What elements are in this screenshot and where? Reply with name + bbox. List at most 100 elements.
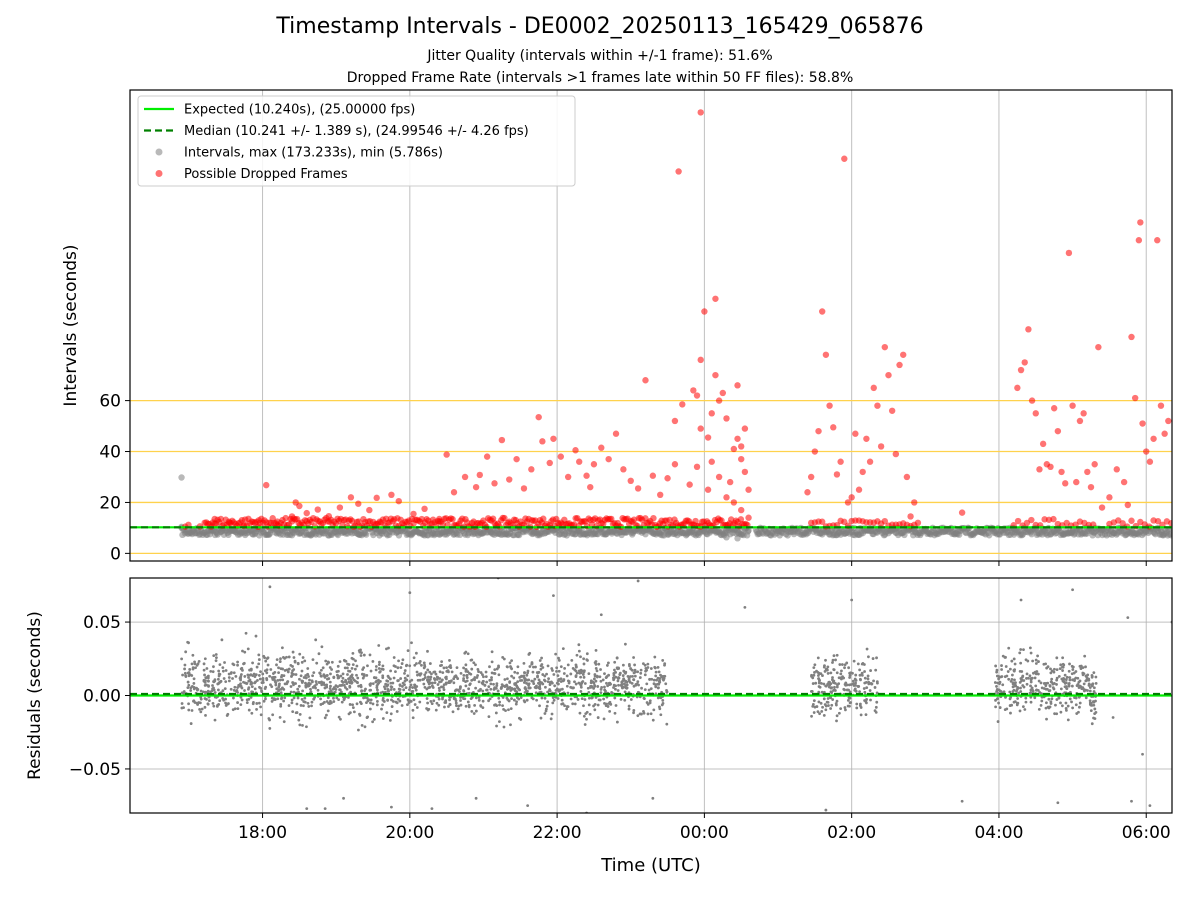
- residual-point: [335, 670, 339, 674]
- residual-point: [450, 679, 453, 683]
- residual-point: [410, 690, 414, 693]
- dropped-frame-point: [697, 109, 704, 116]
- dropped-frame-point: [1135, 237, 1143, 244]
- residual-point: [1010, 703, 1014, 707]
- residual-point: [387, 689, 391, 693]
- residual-point: [300, 679, 304, 683]
- residual-point: [306, 684, 310, 688]
- top-ytick-label: 60: [99, 392, 121, 412]
- residual-point: [813, 671, 816, 674]
- residual-point: [348, 685, 352, 689]
- residual-point: [414, 651, 418, 655]
- residual-point: [192, 677, 196, 681]
- residual-point: [995, 670, 999, 674]
- residual-point: [1088, 686, 1092, 689]
- residual-point: [287, 667, 291, 671]
- residual-point: [826, 697, 830, 700]
- residual-point: [374, 668, 378, 672]
- residual-point: [359, 685, 363, 689]
- residual-point: [329, 684, 332, 688]
- residual-point: [360, 672, 364, 676]
- residual-point: [1071, 706, 1075, 710]
- residual-point: [1029, 651, 1033, 655]
- residual-point: [321, 666, 325, 670]
- residual-point: [326, 709, 330, 713]
- residual-point: [371, 702, 375, 706]
- residual-point: [193, 660, 196, 664]
- residual-point: [291, 650, 295, 654]
- residual-point: [206, 679, 210, 683]
- dropped-frame-point: [483, 453, 491, 460]
- residual-point: [494, 711, 498, 715]
- residual-point: [582, 714, 586, 718]
- residual-point: [316, 688, 320, 692]
- residual-point: [583, 723, 587, 726]
- dropped-frame-point: [513, 455, 520, 463]
- residual-point: [593, 684, 597, 688]
- residual-point: [454, 688, 458, 692]
- residual-point: [552, 673, 556, 676]
- dropped-frame-point: [1146, 458, 1154, 465]
- residual-point: [366, 664, 369, 668]
- dropped-frame-point: [1039, 440, 1047, 448]
- dropped-frame-point: [1080, 410, 1087, 417]
- residual-point: [578, 711, 582, 715]
- residual-point: [255, 707, 258, 711]
- residual-point: [960, 799, 964, 803]
- residual-point: [1048, 684, 1052, 687]
- residual-point: [1010, 677, 1014, 681]
- residual-point: [502, 725, 506, 729]
- dropped-frame-point: [296, 502, 303, 510]
- residual-point: [189, 689, 193, 692]
- residual-point: [562, 678, 566, 681]
- residual-point: [290, 701, 294, 705]
- residual-point: [490, 676, 493, 679]
- residual-point: [333, 690, 337, 694]
- residual-point: [218, 699, 222, 703]
- residual-point: [498, 703, 501, 707]
- residual-point: [325, 713, 328, 717]
- residual-point: [300, 660, 304, 664]
- residual-point: [1078, 701, 1082, 705]
- residual-point: [644, 666, 648, 670]
- residual-point: [1021, 674, 1025, 678]
- residual-point: [1012, 657, 1016, 661]
- residual-point: [1092, 686, 1096, 690]
- dropped-frame-point: [734, 435, 741, 442]
- chart-title: Timestamp Intervals - DE0002_20250113_16…: [276, 14, 924, 39]
- dropped-frame-point: [657, 491, 664, 499]
- dropped-frame-point: [620, 466, 627, 473]
- residual-point: [401, 681, 405, 685]
- residual-point: [567, 680, 571, 683]
- residual-point: [396, 666, 400, 670]
- residual-point: [574, 663, 578, 667]
- dropped-frame-point: [745, 486, 752, 493]
- residual-point: [1064, 678, 1068, 681]
- dropped-frame-point: [1014, 517, 1022, 525]
- residual-point: [221, 689, 225, 693]
- residual-point: [835, 685, 839, 689]
- residual-point: [1053, 712, 1056, 716]
- dropped-frame-point: [723, 494, 730, 501]
- residual-point: [1006, 670, 1010, 673]
- residual-point: [858, 668, 862, 672]
- residual-point: [474, 686, 478, 690]
- residual-point: [824, 658, 827, 662]
- residual-point: [187, 708, 191, 712]
- chart-legend: Expected (10.240s), (25.00000 fps)Median…: [137, 95, 576, 187]
- residual-point: [583, 682, 587, 685]
- residual-point: [654, 685, 658, 689]
- residual-point: [430, 702, 434, 706]
- residual-point: [296, 661, 300, 665]
- residual-point: [323, 807, 327, 810]
- residual-point: [423, 663, 426, 667]
- dropped-frame-point: [520, 485, 528, 492]
- residual-point: [858, 702, 862, 706]
- residual-point: [332, 700, 336, 703]
- residual-point: [846, 704, 850, 708]
- residual-point: [351, 651, 355, 655]
- residual-point: [489, 687, 493, 691]
- residual-point: [1067, 669, 1071, 673]
- residual-point: [632, 711, 635, 715]
- residual-point: [1019, 648, 1023, 651]
